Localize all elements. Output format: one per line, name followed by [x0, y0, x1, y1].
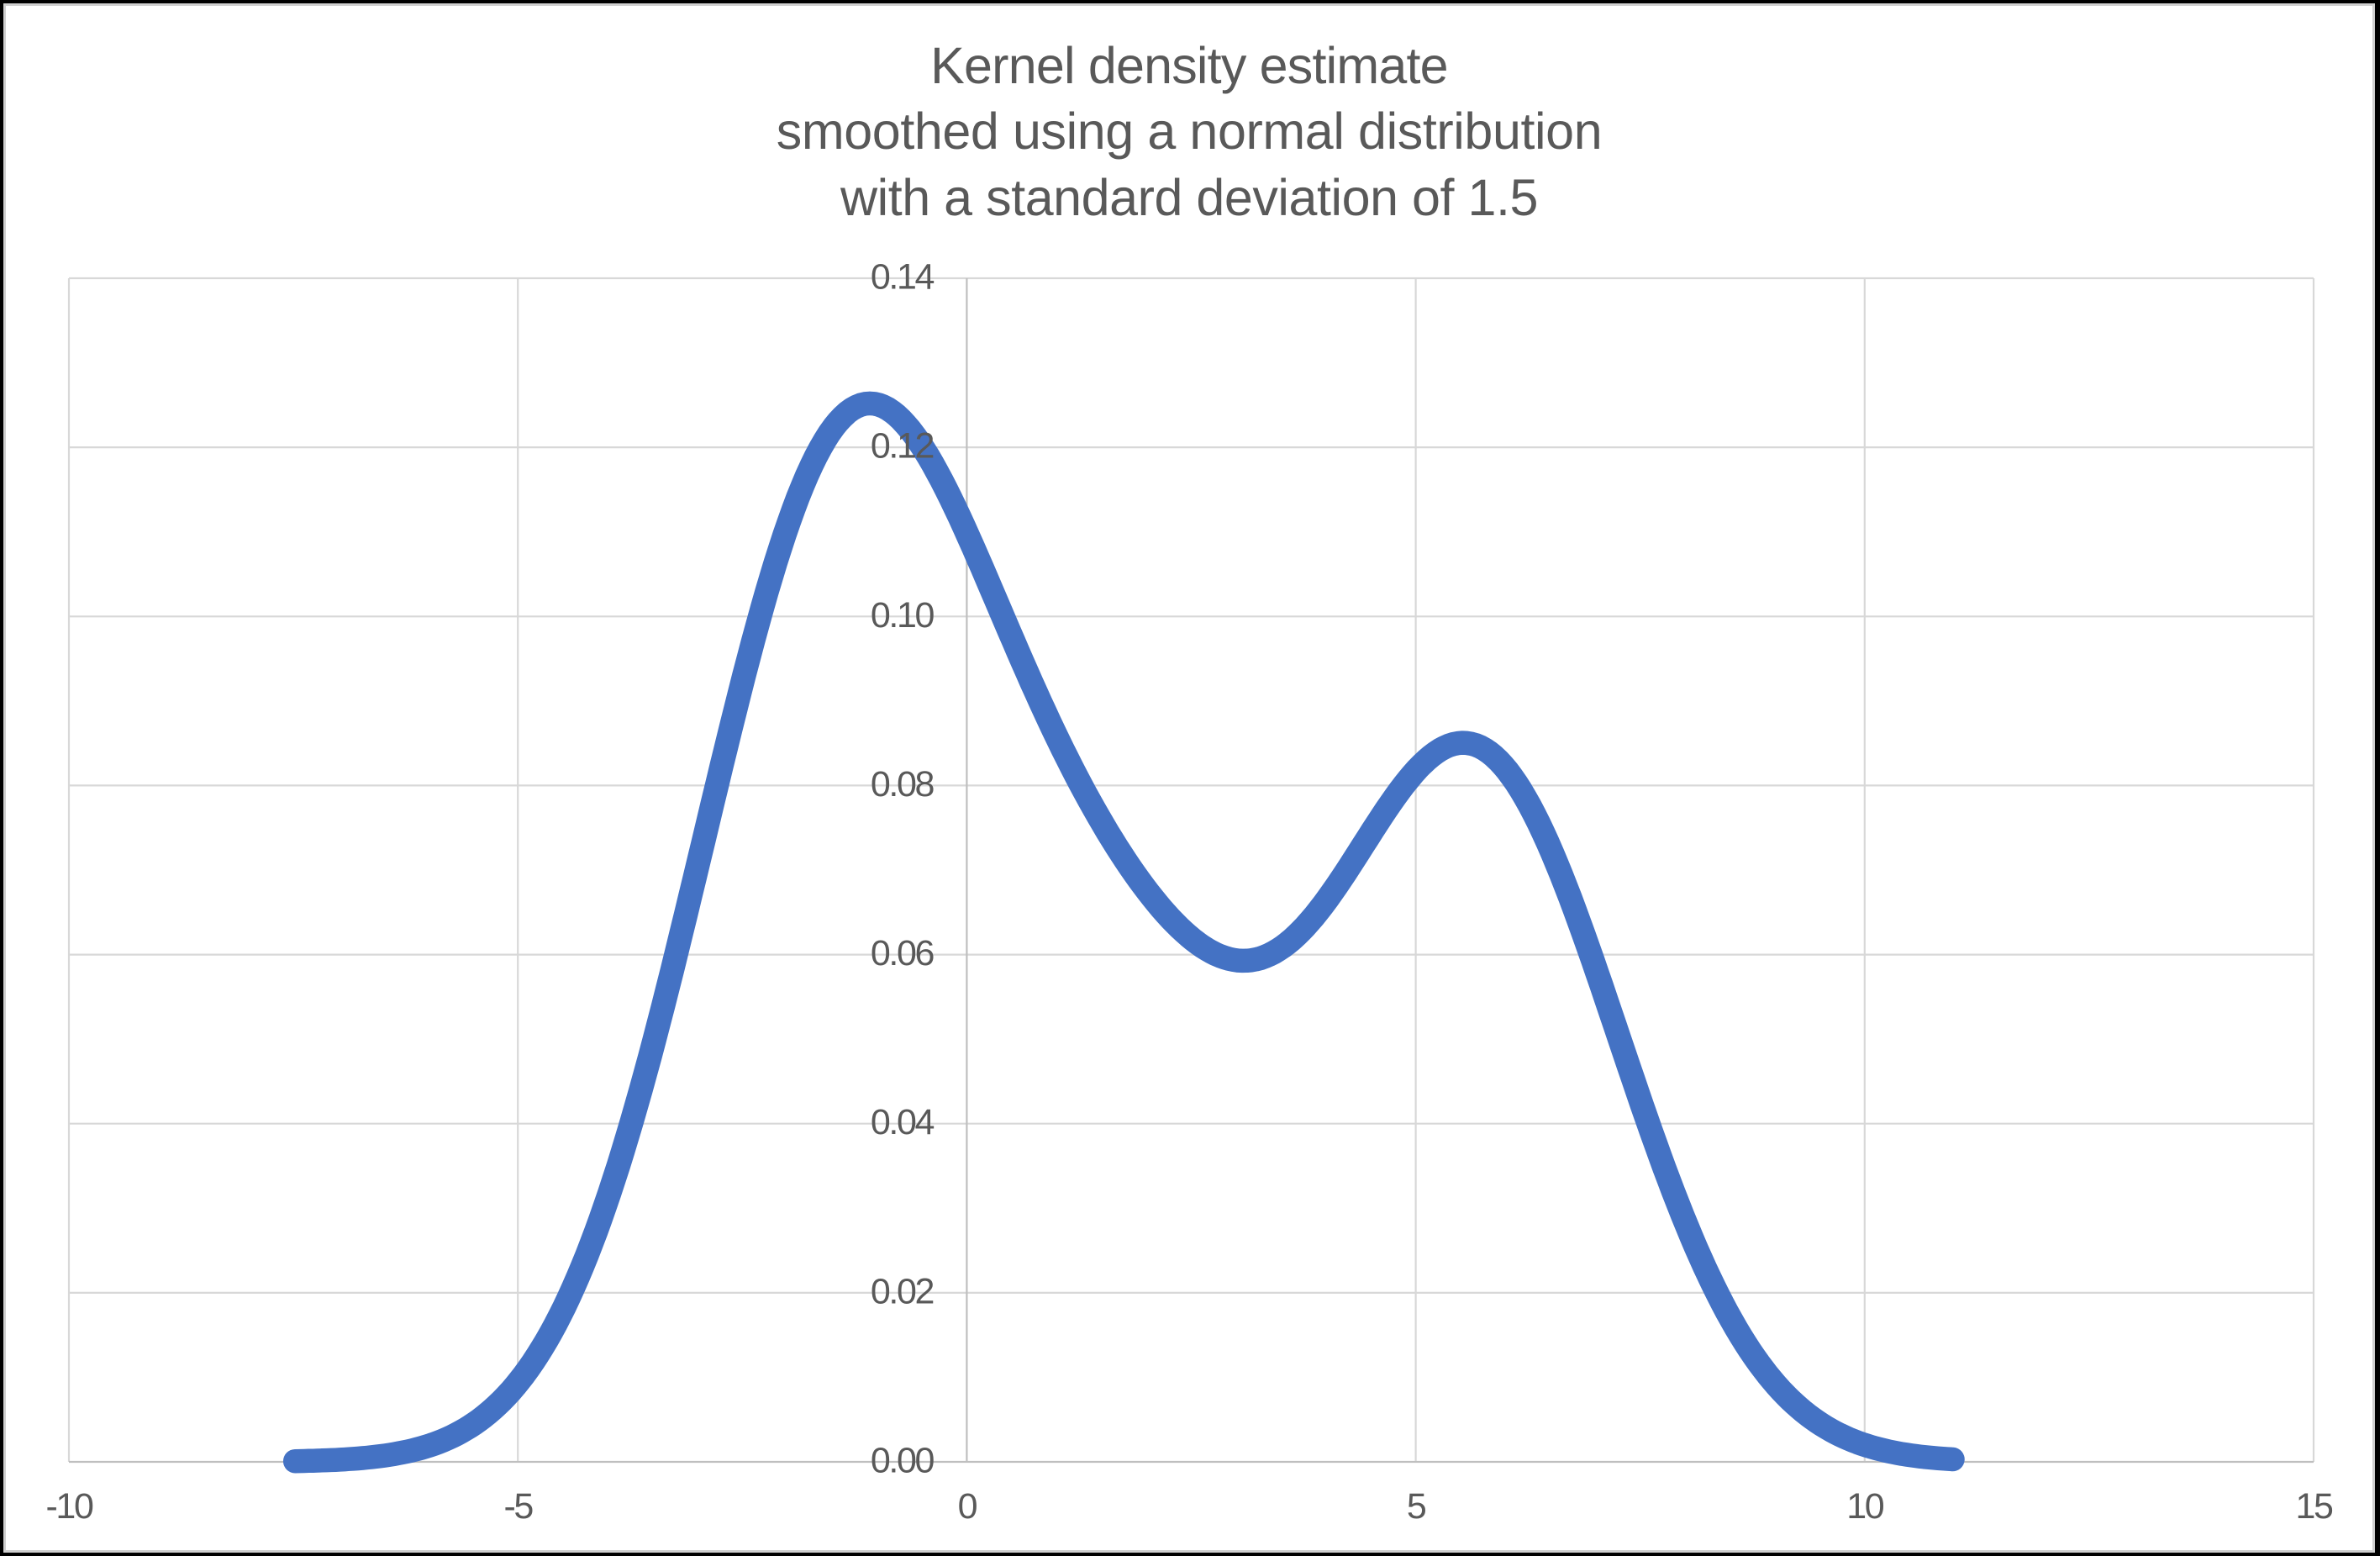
svg-text:0: 0: [958, 1486, 977, 1527]
svg-text:-5: -5: [503, 1486, 533, 1527]
svg-text:0.08: 0.08: [871, 764, 935, 804]
svg-text:smoothed using a normal distri: smoothed using a normal distribution: [777, 103, 1602, 160]
svg-text:15: 15: [2295, 1486, 2333, 1527]
svg-text:0.02: 0.02: [871, 1271, 934, 1311]
svg-text:0.14: 0.14: [871, 257, 935, 298]
svg-text:Kernel density estimate: Kernel density estimate: [930, 37, 1448, 94]
svg-text:0.00: 0.00: [871, 1441, 935, 1481]
svg-text:5: 5: [1407, 1486, 1426, 1527]
svg-text:0.04: 0.04: [871, 1102, 935, 1142]
svg-text:-10: -10: [46, 1486, 93, 1527]
svg-text:0.10: 0.10: [871, 595, 935, 636]
svg-text:0.06: 0.06: [871, 933, 935, 973]
svg-text:10: 10: [1846, 1486, 1884, 1527]
svg-text:with a standard deviation of 1: with a standard deviation of 1.5: [840, 169, 1538, 226]
svg-text:0.12: 0.12: [871, 426, 934, 467]
